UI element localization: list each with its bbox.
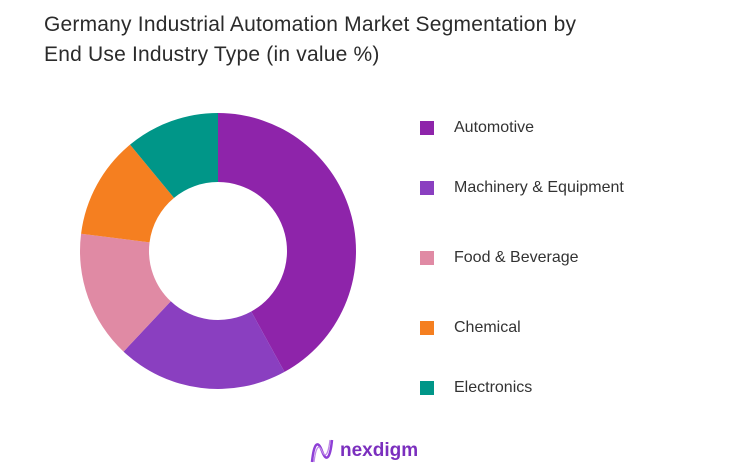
legend-item: Machinery & Equipment: [420, 179, 624, 197]
slice-machinery-equipment: [123, 301, 285, 389]
legend-label: Chemical: [454, 319, 521, 336]
legend-swatch: [420, 121, 434, 135]
nexdigm-logo: nexdigm: [310, 438, 418, 464]
chart-title: Germany Industrial Automation Market Seg…: [44, 10, 576, 70]
legend-label: Food & Beverage: [454, 249, 579, 266]
legend-label: Electronics: [454, 379, 533, 396]
slice-food-beverage: [80, 233, 171, 352]
legend-label: Machinery & Equipment: [454, 179, 624, 196]
legend-swatch: [420, 181, 434, 195]
legend-item: Food & Beverage: [420, 249, 579, 267]
slice-electronics: [130, 113, 218, 198]
legend-label: Automotive: [454, 119, 535, 136]
legend-item: Automotive: [420, 119, 534, 137]
logo-text: nexdigm: [340, 440, 419, 461]
legend-item: Chemical: [420, 319, 521, 337]
legend-swatch: [420, 381, 434, 395]
nexdigm-wave-icon: [310, 439, 334, 463]
legend-item: Electronics: [420, 379, 532, 397]
title-line-1: Germany Industrial Automation Market Seg…: [44, 13, 577, 36]
slice-automotive: [218, 113, 357, 372]
legend-swatch: [420, 251, 434, 265]
legend-swatch: [420, 321, 434, 335]
slice-chemical: [81, 144, 175, 243]
title-line-2: End Use Industry Type (in value %): [44, 43, 380, 66]
